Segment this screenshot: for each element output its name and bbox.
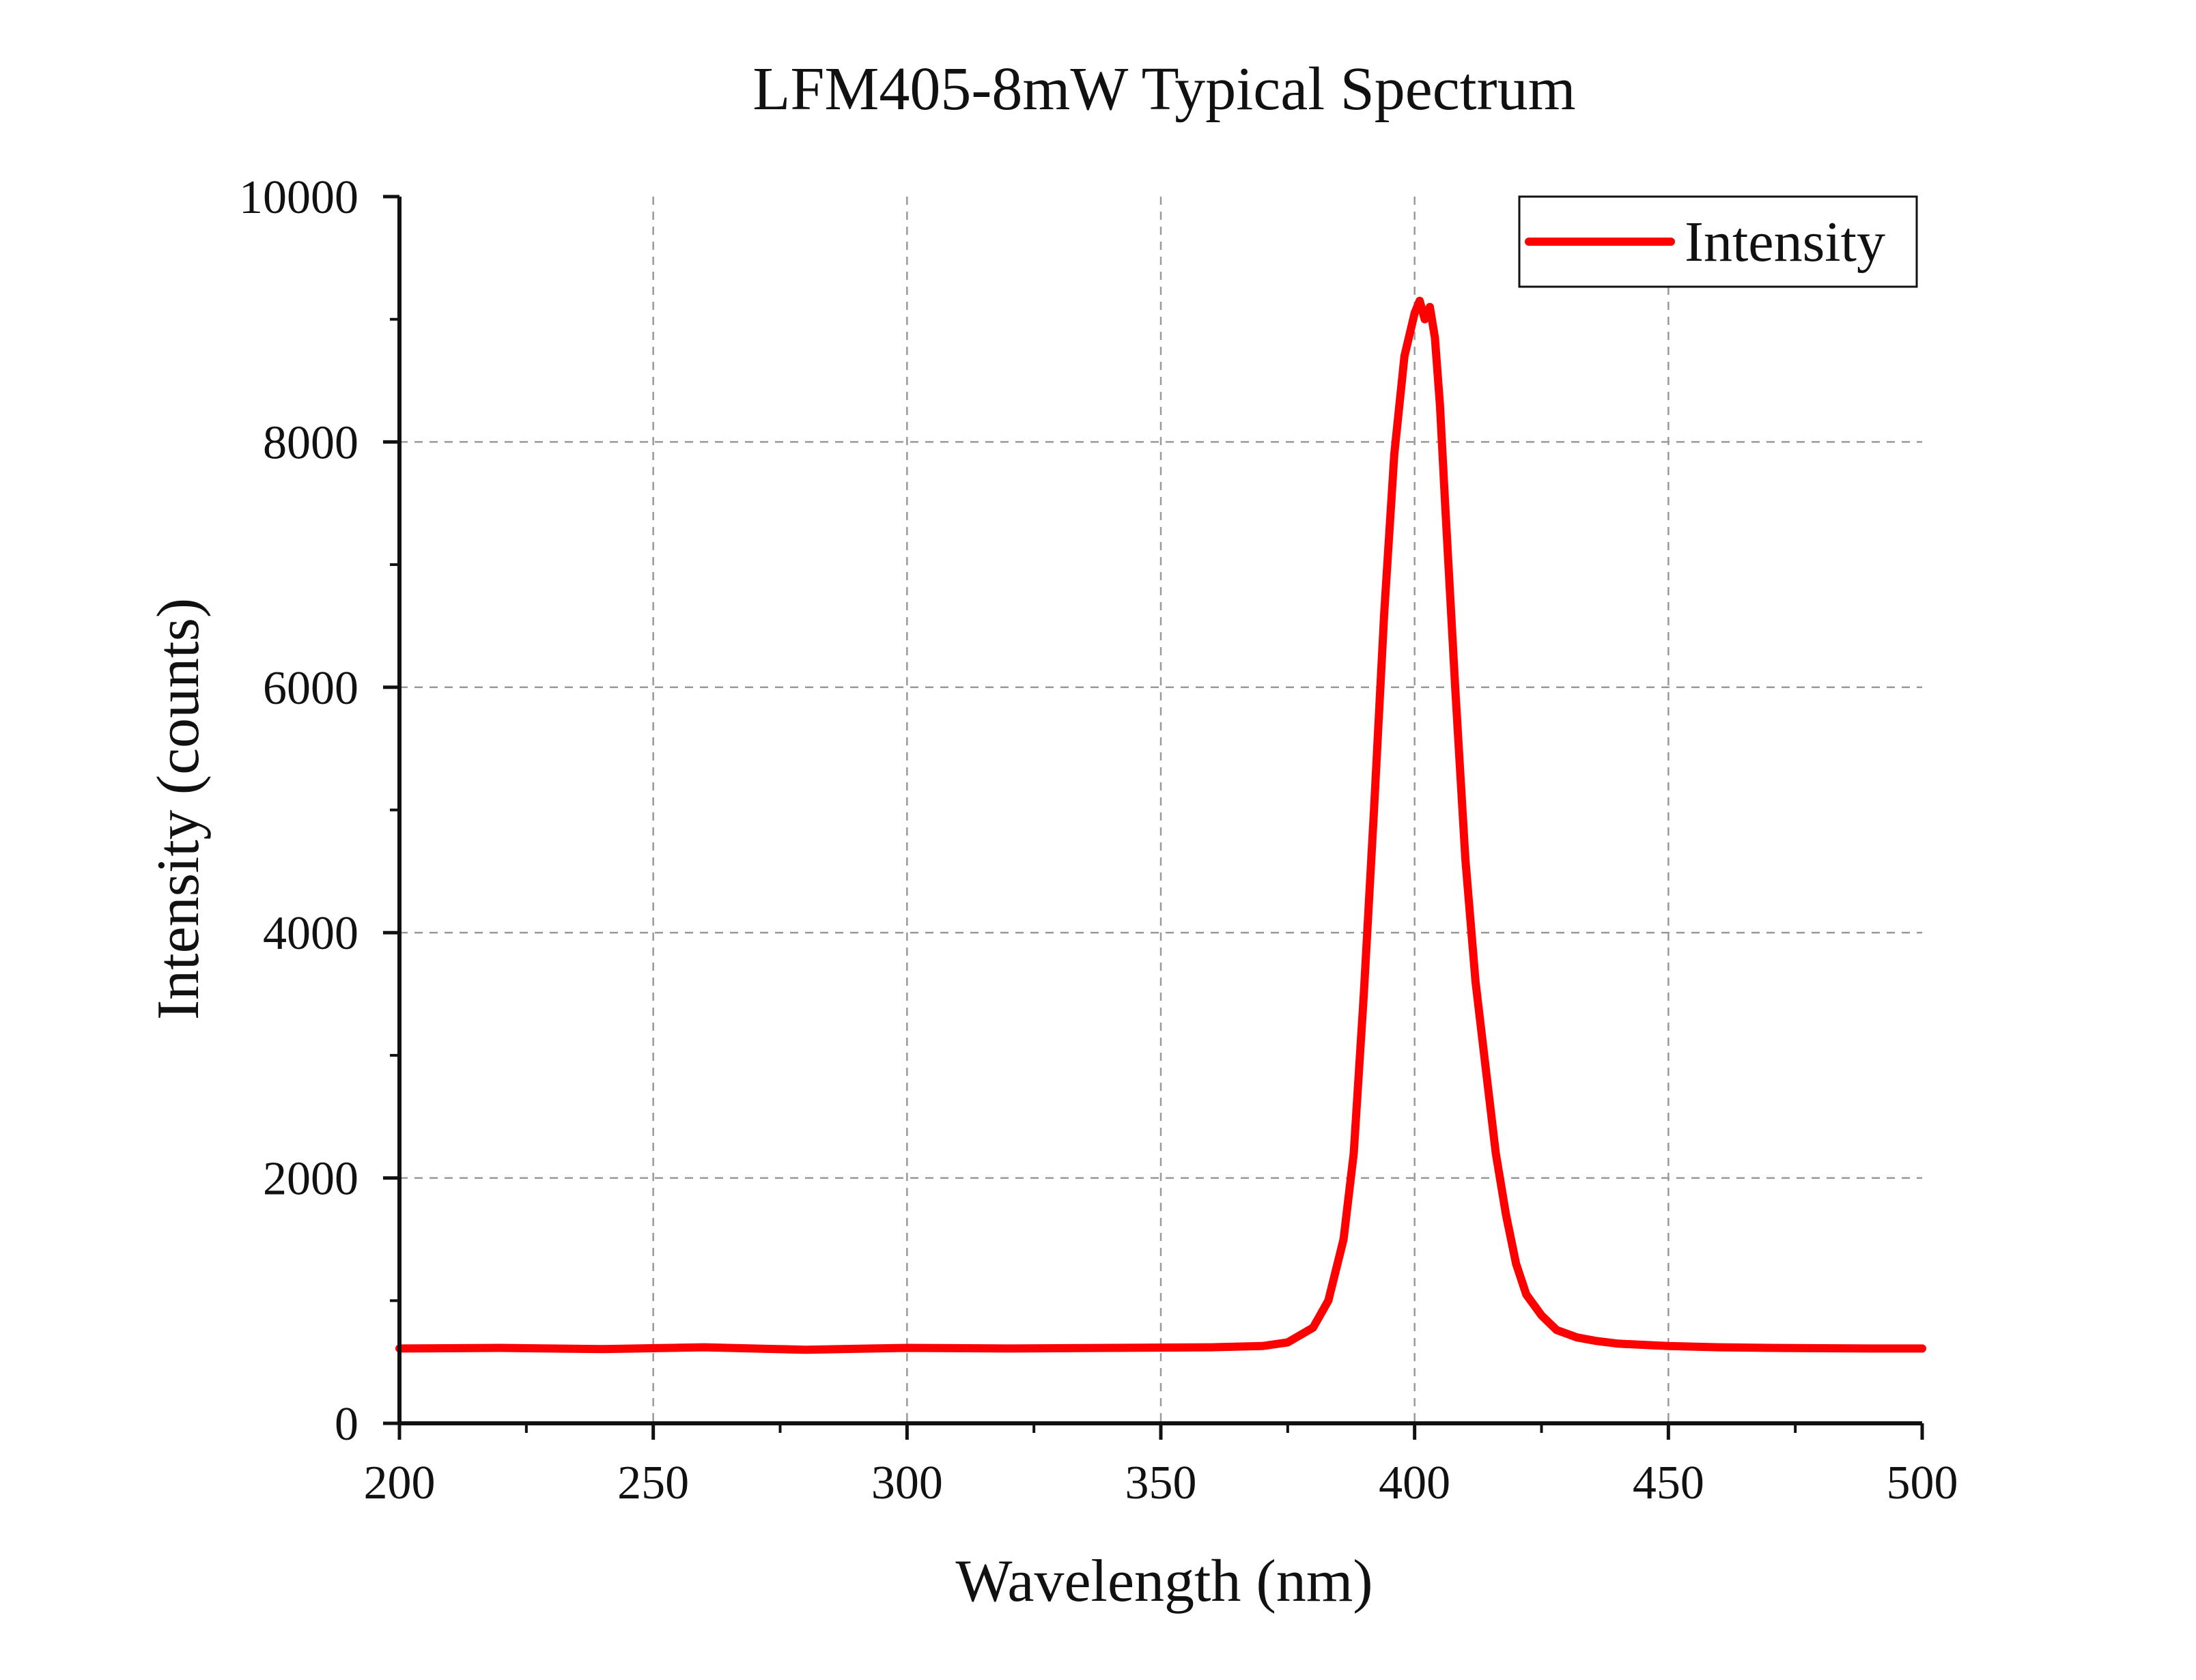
x-tick-label: 250 xyxy=(617,1457,689,1509)
y-tick-label: 0 xyxy=(335,1398,358,1451)
chart-title: LFM405-8mW Typical Spectrum xyxy=(752,55,1575,123)
y-tick-label: 2000 xyxy=(263,1153,358,1206)
y-axis-label: Intensity (counts) xyxy=(145,598,212,1020)
legend-label: Intensity xyxy=(1685,210,1885,274)
grid xyxy=(399,197,1922,1423)
ticks: 200 250 300 350 400 450 500 0 2000 4000 6000 8000 10… xyxy=(239,171,1958,1509)
x-tick-label: 200 xyxy=(364,1457,436,1509)
legend: Intensity xyxy=(1518,195,1918,288)
y-tick-label: 6000 xyxy=(263,662,358,715)
series-line-0 xyxy=(395,296,1926,1354)
series-layer xyxy=(395,296,1926,1354)
x-tick-label: 450 xyxy=(1633,1457,1704,1509)
x-tick-label: 500 xyxy=(1887,1457,1958,1509)
y-tick-label: 10000 xyxy=(239,171,358,224)
x-axis-label: Wavelength (nm) xyxy=(955,1548,1372,1614)
x-tick-label: 350 xyxy=(1125,1457,1197,1509)
x-tick-label: 300 xyxy=(871,1457,943,1509)
y-tick-label: 4000 xyxy=(263,907,358,960)
x-tick-label: 400 xyxy=(1379,1457,1450,1509)
y-tick-label: 8000 xyxy=(263,416,358,469)
